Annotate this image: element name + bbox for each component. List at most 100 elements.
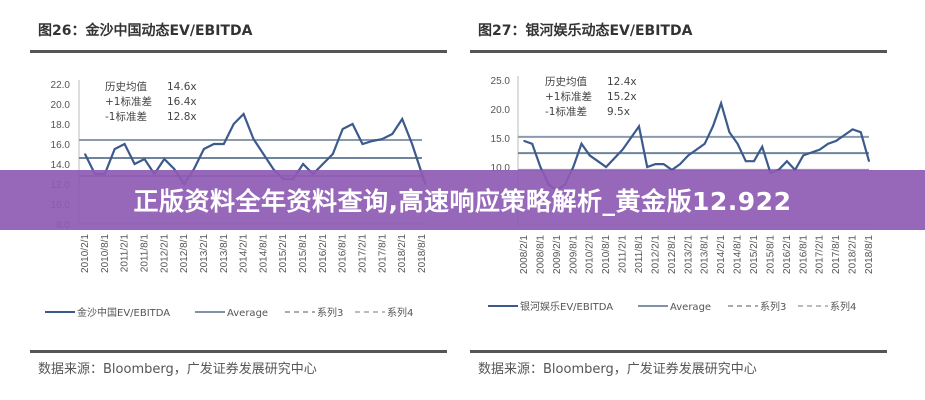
x-tick-label: 2015/8/1 [298,234,309,273]
data-point [539,166,542,168]
x-tick-label: 2010/2/1 [585,235,596,274]
data-point [213,143,215,145]
x-tick-label: 2018/2/1 [397,234,408,273]
data-point [331,153,334,155]
data-point [786,160,788,162]
annotation-label: -1标准差 [545,105,587,118]
data-point [827,143,829,145]
data-point [252,138,255,140]
x-tick-label: 2013/2/1 [683,235,694,274]
x-tick-label: 2015/2/1 [749,235,760,274]
x-tick-label: 2017/2/1 [815,235,826,274]
data-point [262,153,265,155]
x-tick-label: 2008/8/1 [535,235,546,274]
y-tick-label: 20.0 [491,105,511,116]
data-point [687,154,690,157]
data-point [572,166,575,168]
legend-label: 金沙中国EV/EBITDA [77,306,170,319]
x-tick-label: 2014/8/1 [258,234,269,273]
legend-label: 系列4 [387,306,413,319]
x-tick-label: 2012/2/1 [159,234,170,273]
x-tick-label: 2014/2/1 [239,234,250,273]
data-point [662,163,665,165]
data-point [695,148,698,151]
data-point [381,138,384,140]
data-point [173,168,176,170]
data-point [638,125,640,128]
divider [470,350,887,353]
annotation-value: 14.6x [167,81,197,93]
x-tick-label: 2017/8/1 [377,234,388,273]
y-tick-label: 18.0 [51,120,71,131]
data-point [232,123,235,125]
data-point [391,133,394,135]
x-tick-label: 2017/2/1 [358,234,369,273]
data-point [629,137,632,139]
data-point [613,157,616,160]
legend-label: Average [670,302,711,313]
divider [30,50,447,53]
banner-text: 正版资料全年资料查询,高速响应策略解析_黄金版12.922 [133,187,792,216]
data-point [523,140,525,142]
y-tick-label: 14.0 [51,160,71,171]
x-tick-label: 2008/2/1 [519,235,530,274]
data-point [272,168,275,170]
data-point [679,163,681,165]
data-point [361,143,364,145]
data-point [720,102,722,104]
x-tick-label: 2018/2/1 [848,235,859,274]
x-tick-label: 2012/2/1 [650,235,661,274]
x-tick-label: 2011/2/1 [120,234,131,273]
data-point [818,148,821,151]
data-point [646,166,649,168]
x-tick-label: 2009/8/1 [568,235,579,274]
data-point [411,143,413,145]
x-tick-label: 2012/8/1 [179,234,190,273]
data-point [712,125,714,128]
x-tick-label: 2011/8/1 [139,234,150,273]
x-tick-label: 2017/8/1 [831,235,842,274]
data-point [143,158,146,160]
data-point [123,143,126,145]
data-point [203,148,205,150]
x-tick-label: 2012/8/1 [667,235,678,274]
annotation-value: 15.2x [607,91,637,103]
legend-label: 系列3 [760,300,786,313]
annotation-value: 12.4x [607,76,637,88]
annotation-label: -1标准差 [105,110,147,123]
data-point [835,140,837,142]
x-tick-label: 2018/8/1 [417,234,428,273]
x-tick-label: 2015/8/1 [765,235,776,274]
x-tick-label: 2016/2/1 [782,235,793,274]
y-tick-label: 15.0 [491,134,511,145]
data-point [163,158,166,160]
x-tick-label: 2011/2/1 [618,235,629,274]
data-point [703,143,706,145]
source-note-right: 数据来源：Bloomberg，广发证券发展研究中心 [478,362,757,377]
data-point [621,148,624,151]
annotation-label: 历史均值 [545,75,587,88]
x-tick-label: 2009/2/1 [552,235,563,274]
legend-label: 系列3 [317,306,343,319]
x-tick-label: 2010/8/1 [601,235,612,274]
divider [470,50,887,53]
data-point [868,160,870,162]
annotation-label: +1标准差 [545,90,592,103]
data-point [580,143,583,145]
x-tick-label: 2016/8/1 [798,235,809,274]
source-note-left: 数据来源：Bloomberg，广发证券发展研究中心 [38,362,317,377]
data-point [744,160,747,162]
x-tick-label: 2014/8/1 [733,235,744,274]
x-tick-label: 2015/2/1 [278,234,289,273]
data-point [84,153,86,155]
annotation-value: 12.8x [167,111,197,123]
data-point [531,143,534,145]
x-tick-label: 2013/2/1 [199,234,210,273]
data-point [753,160,755,162]
data-point [193,168,195,170]
overlay-banner: 正版资料全年资料查询,高速响应策略解析_黄金版12.922 [0,170,925,230]
data-point [761,145,764,148]
x-tick-label: 2018/8/1 [864,235,875,274]
data-point [859,131,862,133]
y-tick-label: 16.0 [51,140,71,151]
